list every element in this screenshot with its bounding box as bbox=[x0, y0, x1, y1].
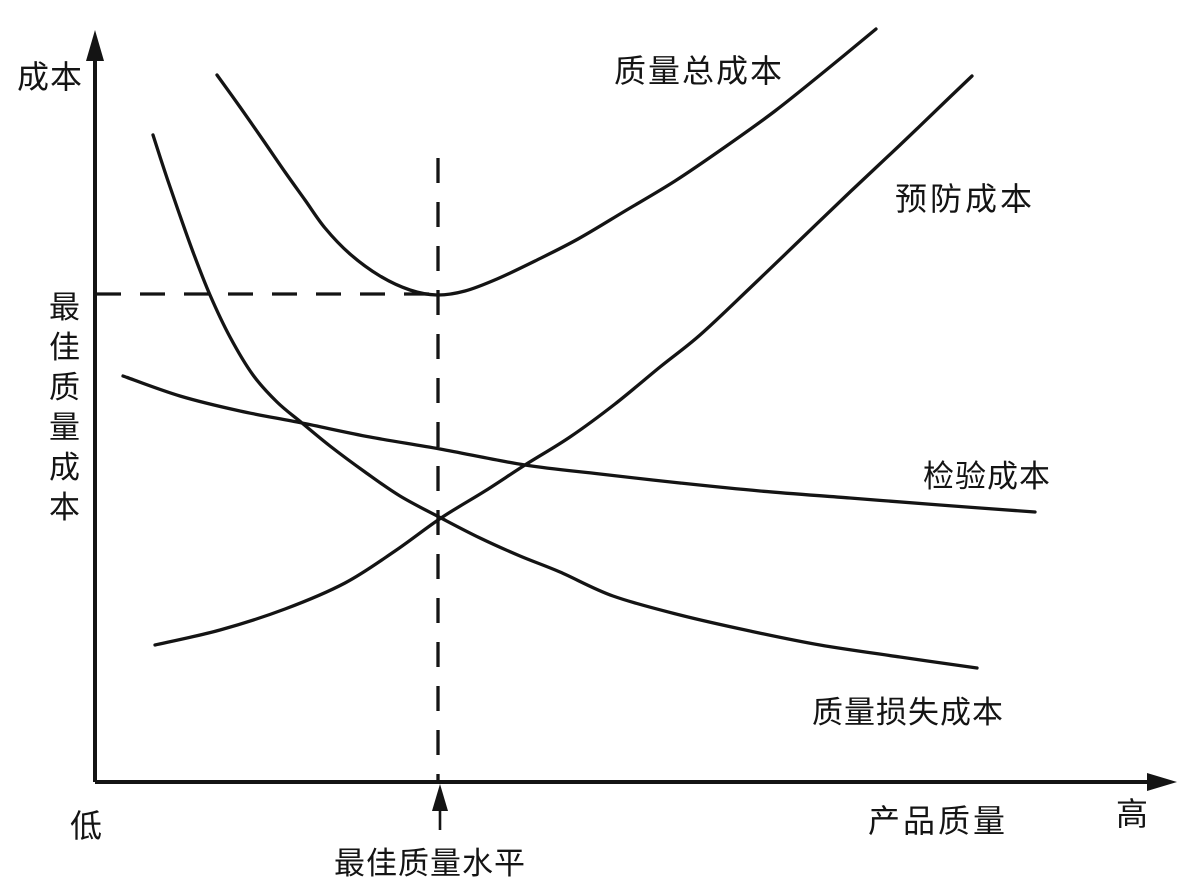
total-cost-curve-label: 质量总成本 bbox=[614, 52, 785, 90]
x-axis-label: 产品质量 bbox=[868, 802, 1009, 840]
y-axis-label: 成本 bbox=[17, 58, 84, 96]
inspection-cost-curve bbox=[121, 374, 1037, 514]
x-axis-low-label: 低 bbox=[70, 807, 103, 845]
total-quality-cost-curve bbox=[215, 27, 878, 297]
optimal-cost-label: 最佳质量成本 bbox=[49, 290, 80, 526]
optimal-level-label: 最佳质量水平 bbox=[334, 846, 526, 882]
x-axis-high-label: 高 bbox=[1116, 795, 1149, 833]
loss-curve-label: 质量损失成本 bbox=[812, 695, 1004, 731]
prevention-curve-label: 预防成本 bbox=[895, 180, 1036, 218]
y-axis-arrowhead-icon bbox=[86, 30, 104, 61]
x-axis-arrowhead-icon bbox=[1147, 773, 1177, 791]
quality-loss-cost-curve bbox=[151, 133, 979, 670]
inspection-curve-label: 检验成本 bbox=[923, 459, 1051, 495]
optimal-level-pointer-arrowhead-icon bbox=[432, 784, 448, 811]
prevention-cost-curve bbox=[153, 74, 974, 647]
